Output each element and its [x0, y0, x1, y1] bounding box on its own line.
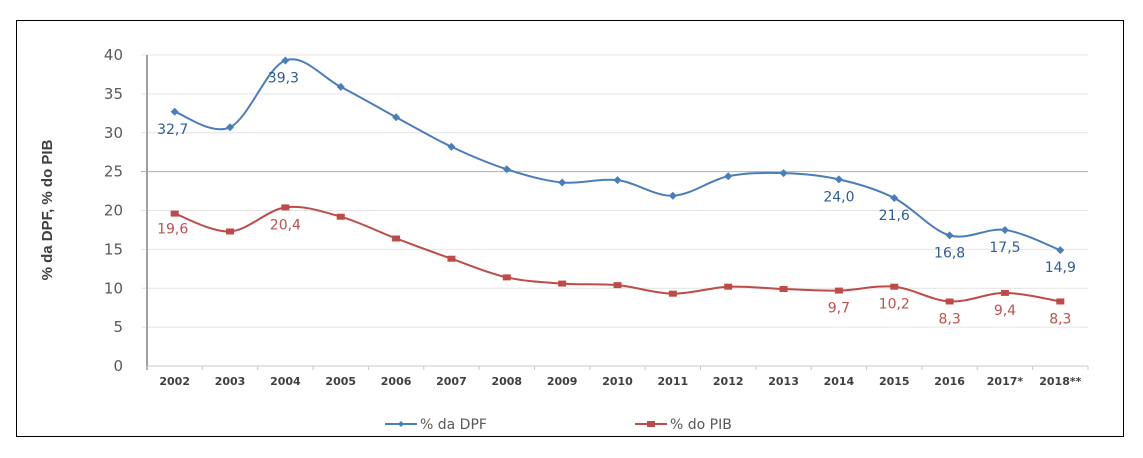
- y-tick-label: 15: [104, 240, 123, 258]
- data-label: 8,3: [1049, 311, 1071, 327]
- data-label: 21,6: [879, 208, 910, 224]
- x-tick-label: 2005: [325, 375, 356, 388]
- data-label: 9,4: [994, 303, 1016, 319]
- data-point: [779, 169, 788, 178]
- data-point: [502, 274, 511, 281]
- series-pib: 19,6 20,4 9,7 10,2 8,3 9,4 8,3: [157, 204, 1071, 327]
- x-tick-label: 2018**: [1039, 375, 1081, 388]
- data-point: [890, 283, 899, 290]
- data-label: 9,7: [828, 301, 850, 317]
- data-point: [170, 107, 179, 116]
- data-point: [668, 191, 677, 200]
- data-label: 39,3: [268, 70, 299, 86]
- data-label: 16,8: [934, 245, 965, 261]
- data-label: 32,7: [157, 122, 188, 138]
- series-line: [174, 58, 1061, 252]
- y-tick-label: 40: [104, 46, 123, 64]
- x-tick-label: 2009: [547, 375, 578, 388]
- x-tick-label: 2011: [658, 375, 689, 388]
- data-point: [1056, 246, 1065, 255]
- legend-marker-diamond: [398, 421, 404, 427]
- x-tick-label: 2016: [934, 375, 965, 388]
- data-point: [1056, 298, 1065, 305]
- data-point: [724, 172, 733, 181]
- y-tick-label: 5: [113, 318, 123, 336]
- y-tick-label: 25: [104, 163, 123, 181]
- x-tick-label: 2004: [270, 375, 301, 388]
- x-tick-label: 2003: [215, 375, 246, 388]
- series-group: 32,739,324,021,616,8 17,514,919,6 20,49,7 1…: [157, 56, 1076, 327]
- x-tick-label: 2012: [713, 375, 744, 388]
- y-tick-label: 0: [113, 357, 123, 375]
- data-point: [558, 280, 567, 287]
- x-tick-label: 2014: [824, 375, 855, 388]
- data-label: 20,4: [270, 217, 301, 233]
- x-tick-label: 2006: [381, 375, 412, 388]
- data-point: [336, 82, 345, 91]
- chart-frame: [16, 20, 1124, 437]
- x-tick-label: 2015: [879, 375, 910, 388]
- data-point: [502, 165, 511, 174]
- data-label: 19,6: [157, 222, 188, 238]
- data-point: [170, 210, 179, 217]
- data-point: [336, 213, 345, 220]
- y-tick-label: 20: [104, 202, 123, 220]
- legend-label: % do PIB: [670, 417, 732, 433]
- legend-label: % da DPF: [420, 417, 487, 433]
- data-point: [447, 142, 456, 151]
- data-point: [724, 283, 733, 290]
- data-point: [945, 231, 954, 240]
- x-tick-label: 2010: [602, 375, 633, 388]
- data-label: 24,0: [823, 189, 854, 205]
- data-point: [613, 282, 622, 289]
- legend: % da DPF % do PIB: [385, 417, 732, 433]
- axes: 0 5 10 15 20 25 30 35 40 2002 2003 2004 2005 2006 2007…: [104, 46, 1089, 388]
- x-tick-label: 2008: [491, 375, 522, 388]
- data-point: [281, 56, 290, 65]
- gridlines: [141, 54, 1088, 328]
- data-label: 10,2: [879, 297, 910, 313]
- series-dpf: 32,7 39,3 24,0 21,6 16,8 17,5 14,9: [157, 56, 1076, 276]
- y-tick-label: 10: [104, 279, 123, 297]
- data-point: [1000, 225, 1009, 234]
- data-point: [226, 123, 235, 132]
- y-tick-label: 30: [104, 124, 123, 142]
- data-point: [447, 255, 456, 262]
- data-point: [613, 176, 622, 185]
- data-point: [779, 286, 788, 293]
- y-tick-label: 35: [104, 85, 123, 103]
- data-point: [558, 178, 567, 187]
- data-point: [392, 235, 401, 242]
- data-point: [890, 194, 899, 203]
- x-tick-label: 2017*: [987, 375, 1024, 388]
- x-tick-label: 2002: [159, 375, 190, 388]
- y-axis-label: % da DPF, % do PIB: [39, 139, 56, 280]
- data-point: [392, 113, 401, 122]
- legend-marker-square: [647, 421, 655, 427]
- x-tick-label: 2007: [436, 375, 467, 388]
- data-label: 8,3: [938, 311, 960, 327]
- data-point: [281, 204, 290, 211]
- data-point: [668, 290, 677, 297]
- data-label: 14,9: [1045, 260, 1076, 276]
- data-point: [945, 298, 954, 305]
- x-tick-label: 2013: [768, 375, 799, 388]
- data-point: [1000, 289, 1009, 296]
- data-point: [834, 175, 843, 184]
- data-label: 17,5: [989, 240, 1020, 256]
- data-point: [834, 287, 843, 294]
- data-point: [226, 228, 235, 235]
